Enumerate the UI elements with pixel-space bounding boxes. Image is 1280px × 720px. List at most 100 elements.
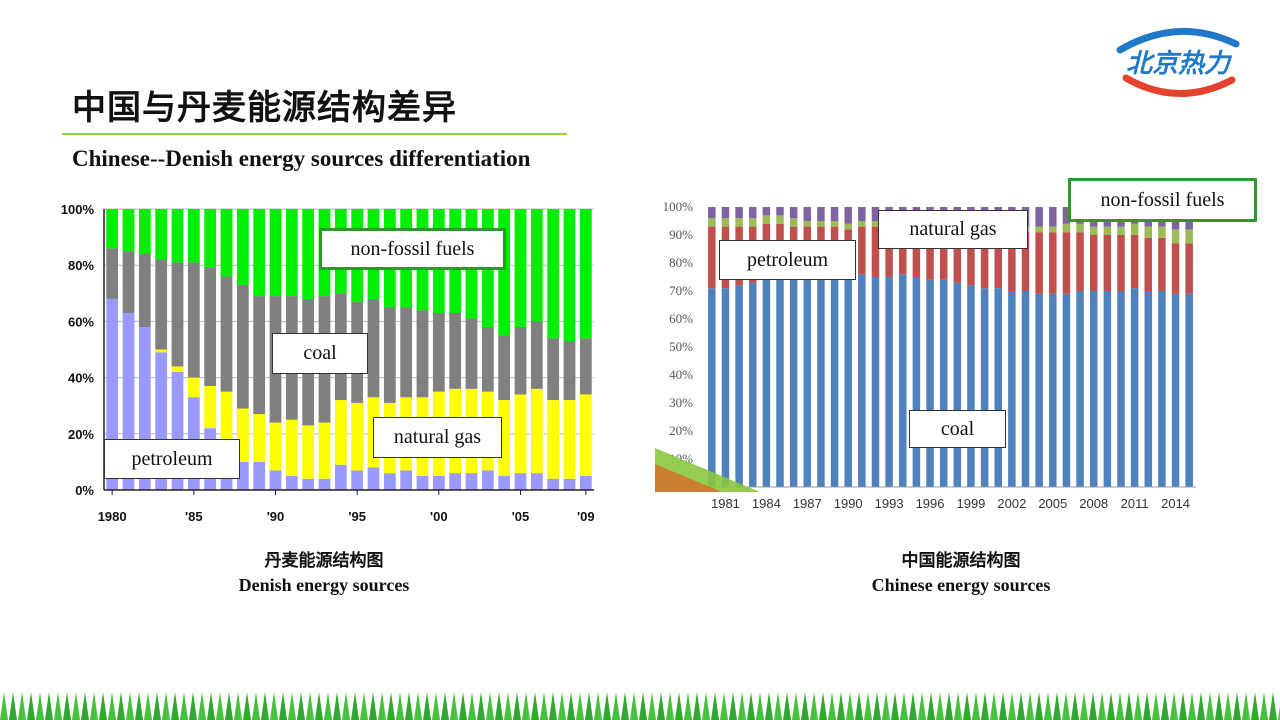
cn-bar-petroleum bbox=[1103, 235, 1112, 291]
dk-xtick-label: '09 bbox=[577, 509, 595, 524]
cn-bar-coal bbox=[926, 279, 934, 487]
grass-blade bbox=[1044, 692, 1052, 720]
cn-bar-non-fossil-fuels bbox=[776, 207, 784, 216]
grass-blade bbox=[18, 692, 26, 720]
cn-bar-coal bbox=[1130, 288, 1139, 487]
dk-bar-petroleum bbox=[138, 327, 151, 490]
cn-ytick-label: 30% bbox=[669, 395, 693, 410]
title-divider bbox=[62, 133, 567, 135]
cn-bar-coal bbox=[1008, 291, 1016, 487]
grass-blade bbox=[333, 692, 341, 720]
grass-blade bbox=[720, 692, 728, 720]
dk-bar-coal bbox=[563, 341, 576, 401]
cn-xtick-label: 1984 bbox=[752, 496, 781, 511]
dk-label-petroleum: petroleum bbox=[104, 439, 240, 479]
dk-bar-natural-gas bbox=[269, 422, 282, 471]
cn-bar-coal bbox=[871, 277, 880, 487]
cn-bar-natural-gas bbox=[789, 218, 798, 227]
cn-bar-petroleum bbox=[967, 229, 975, 286]
dk-bar-petroleum bbox=[351, 470, 364, 490]
grass-blade bbox=[1035, 692, 1043, 720]
dk-label-nonfossil: non-fossil fuels bbox=[319, 228, 506, 270]
page-title: 中国与丹麦能源结构差异 bbox=[72, 88, 457, 128]
grass-blade bbox=[1233, 692, 1241, 720]
cn-bar-petroleum bbox=[1089, 235, 1098, 291]
dk-bar-coal bbox=[367, 298, 380, 398]
cn-xtick-label: 2014 bbox=[1161, 496, 1190, 511]
dk-bar-natural-gas bbox=[236, 408, 249, 462]
cn-xtick-label: 2011 bbox=[1121, 496, 1149, 511]
dk-bar-natural-gas bbox=[220, 391, 233, 443]
dk-bar-non-fossil-fuels bbox=[236, 209, 249, 285]
grass-blade bbox=[441, 692, 449, 720]
cn-bar-coal bbox=[1021, 291, 1030, 487]
grass-blade bbox=[927, 692, 935, 720]
grass-blade bbox=[297, 692, 305, 720]
cn-bar-natural-gas bbox=[1062, 223, 1071, 233]
grass-blade bbox=[873, 692, 881, 720]
dk-bar-coal bbox=[383, 307, 396, 403]
cn-bar-petroleum bbox=[1144, 237, 1153, 291]
cn-xtick-label: 1987 bbox=[793, 496, 822, 511]
grass-blade bbox=[243, 692, 251, 720]
cn-bar-non-fossil-fuels bbox=[789, 207, 798, 219]
dk-bar-petroleum bbox=[367, 467, 380, 490]
grass-blade bbox=[954, 692, 962, 720]
grass-blade bbox=[1089, 692, 1097, 720]
dk-bar-petroleum bbox=[449, 473, 462, 490]
dk-bar-non-fossil-fuels bbox=[122, 209, 135, 252]
grass-blade bbox=[162, 692, 170, 720]
grass-blade bbox=[567, 692, 575, 720]
dk-bar-natural-gas bbox=[351, 402, 364, 471]
cn-bar-non-fossil-fuels bbox=[803, 207, 812, 221]
dk-bar-coal bbox=[122, 251, 135, 313]
grass-blade bbox=[891, 692, 899, 720]
cn-bar-natural-gas bbox=[1185, 229, 1193, 244]
cn-bar-petroleum bbox=[1158, 237, 1166, 291]
cn-bar-petroleum bbox=[708, 226, 716, 289]
dk-ytick-label: 40% bbox=[68, 371, 94, 386]
dk-bar-coal bbox=[236, 284, 249, 409]
grass-blade bbox=[837, 692, 845, 720]
grass-blade bbox=[1026, 692, 1034, 720]
cn-bar-coal bbox=[1171, 293, 1180, 487]
cn-bar-natural-gas bbox=[748, 218, 757, 227]
dk-bar-petroleum bbox=[432, 475, 445, 490]
grass-blade bbox=[81, 692, 89, 720]
cn-xtick-label: 1993 bbox=[875, 496, 904, 511]
dk-ytick-label: 0% bbox=[75, 483, 94, 498]
dk-bar-coal bbox=[449, 312, 462, 389]
cn-bar-non-fossil-fuels bbox=[1049, 207, 1057, 227]
cn-bar-natural-gas bbox=[1158, 226, 1166, 238]
grass-blade bbox=[981, 692, 989, 720]
cn-bar-petroleum bbox=[885, 226, 893, 277]
cn-bar-coal bbox=[967, 285, 975, 487]
grass-blade bbox=[774, 692, 782, 720]
dk-bar-natural-gas bbox=[563, 400, 576, 479]
dk-bar-petroleum bbox=[302, 478, 315, 490]
grass-blade bbox=[126, 692, 134, 720]
dk-bar-coal bbox=[138, 253, 151, 328]
cn-xtick-label: 1990 bbox=[834, 496, 863, 511]
cn-bar-petroleum bbox=[871, 226, 880, 277]
cn-bar-coal bbox=[953, 282, 962, 487]
dk-bar-petroleum bbox=[285, 475, 298, 490]
denmark-energy-chart: 0% 20% 40% 60% 80% 100% 1980 '85 '90 '95 '00 '05 '09 bbox=[61, 202, 595, 524]
grass-blade bbox=[729, 692, 737, 720]
grass-blade bbox=[180, 692, 188, 720]
grass-blade bbox=[90, 692, 98, 720]
grass-blade bbox=[918, 692, 926, 720]
cn-bar-non-fossil-fuels bbox=[817, 207, 825, 221]
grass-blade bbox=[1080, 692, 1088, 720]
grass-blade bbox=[639, 692, 647, 720]
cn-corner-wedge-orange bbox=[655, 464, 722, 492]
grass-blade bbox=[9, 692, 17, 720]
dk-bar-natural-gas bbox=[334, 400, 347, 465]
cn-bar-petroleum bbox=[953, 226, 962, 283]
cn-bar-coal bbox=[1049, 293, 1057, 487]
grass-blade bbox=[900, 692, 908, 720]
dk-caption: 丹麦能源结构图 Denish energy sources bbox=[200, 546, 448, 596]
grass-blade bbox=[414, 692, 422, 720]
grass-blade bbox=[1179, 692, 1187, 720]
dk-bar-coal bbox=[106, 248, 119, 299]
